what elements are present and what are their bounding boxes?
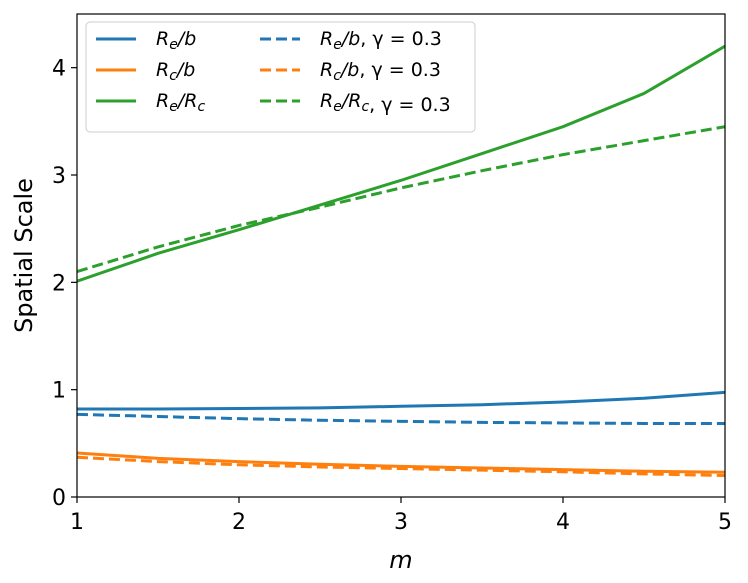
y-tick-label-2: 1 <box>52 379 66 404</box>
legend-label-2: Rc/b <box>156 59 195 84</box>
legend-box <box>85 21 476 133</box>
x-tick-label-1: 1 <box>70 510 84 535</box>
x-tick-label-4: 4 <box>556 510 570 535</box>
legend-label-sub2: c <box>197 99 205 115</box>
legend-label-rest: /b <box>176 28 196 50</box>
legend-label-main: R <box>156 90 169 112</box>
legend-label-4: Re/b, γ = 0.3 <box>320 28 442 53</box>
legend-label-rest: /b <box>339 59 359 81</box>
legend-label-sub: e <box>333 37 342 53</box>
legend-label-3: Re/Rc <box>156 90 205 115</box>
x-tick-label-2: 2 <box>232 510 246 535</box>
series-line-5 <box>77 455 725 478</box>
legend-label-rest: /b <box>175 59 195 81</box>
x-tick-label-3: 3 <box>394 510 408 535</box>
legend-label-rest: /R <box>176 90 198 112</box>
legend-label-6: Re/Rc, γ = 0.3 <box>320 90 451 116</box>
legend-label-main: R <box>156 28 169 50</box>
legend-label-5: Rc/b, γ = 0.3 <box>320 59 441 84</box>
plot-area <box>77 44 725 478</box>
legend-label-main: R <box>320 59 333 81</box>
legend-label-sub: e <box>333 99 342 115</box>
y-tick-label-1: 0 <box>52 486 66 511</box>
legend-label-main: R <box>156 59 169 81</box>
series-line-3 <box>77 44 725 283</box>
legend-label-rest: /b <box>340 28 360 50</box>
legend-label-extra: , γ = 0.3 <box>369 94 451 116</box>
legend-label-rest: /R <box>340 90 362 112</box>
series-line-6 <box>77 125 725 274</box>
series-line-4 <box>77 412 725 425</box>
legend-label-sub: c <box>169 68 177 84</box>
series-line-1 <box>77 390 725 411</box>
legend-label-1: Re/b <box>156 28 196 53</box>
y-tick-label-4: 3 <box>52 164 66 189</box>
legend-label-sub: c <box>333 68 341 84</box>
legend-label-sub: e <box>169 99 178 115</box>
series-line-2 <box>77 451 725 474</box>
y-axis-label: Spatial Scale <box>10 178 38 333</box>
x-tick-label-5: 5 <box>718 510 732 535</box>
y-tick-label-5: 4 <box>52 57 66 82</box>
legend-label-main: R <box>320 28 333 50</box>
legend-label-extra: , γ = 0.3 <box>360 28 442 50</box>
legend-label-sub: e <box>169 37 178 53</box>
x-axis-label: m <box>389 546 412 574</box>
legend-label-main: R <box>320 90 333 112</box>
y-tick-label-3: 2 <box>52 271 66 296</box>
legend-label-sub2: c <box>361 99 369 115</box>
legend-label-extra: , γ = 0.3 <box>359 59 441 81</box>
